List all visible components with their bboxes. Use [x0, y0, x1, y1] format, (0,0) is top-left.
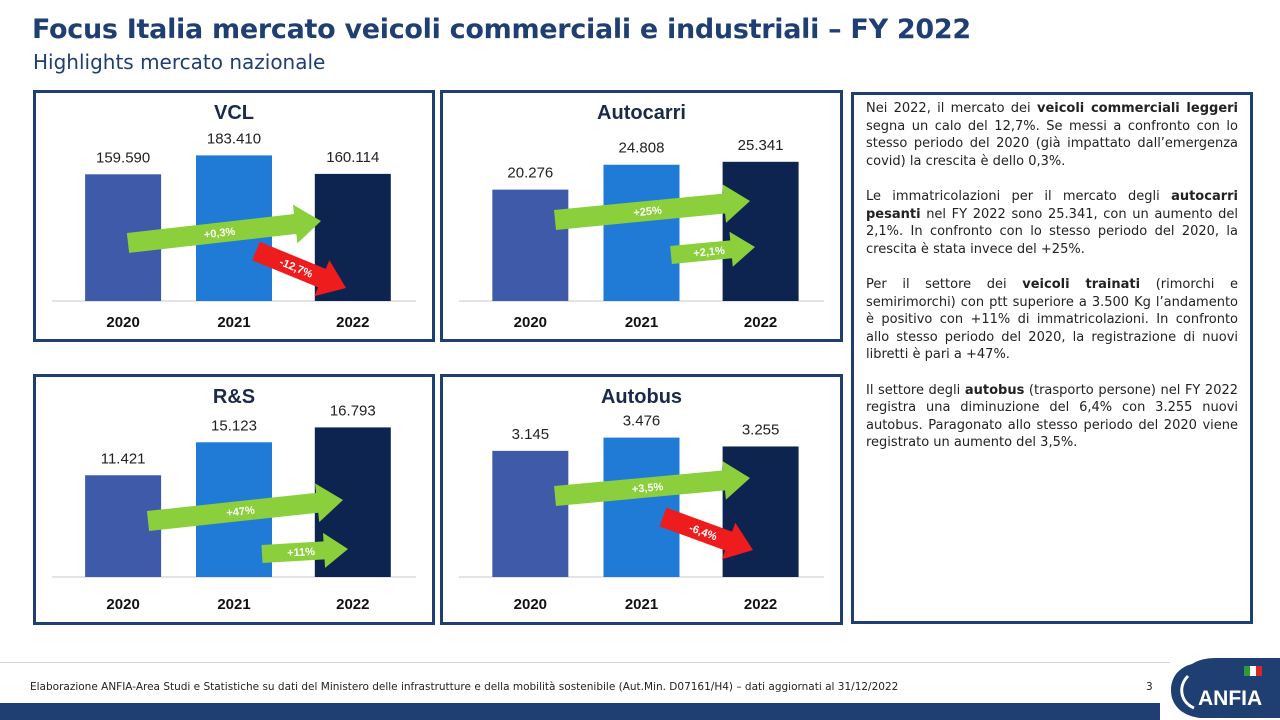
trend-arrow-shape: [252, 241, 346, 297]
bar-value-label: 24.808: [619, 140, 665, 157]
chart-rs: R&S 11.421 2020 15.123 2021 16.793 2022 +47% +11…: [52, 386, 416, 613]
page-number: 3: [1146, 681, 1153, 693]
trend-arrow-label: +3,5%: [631, 481, 664, 496]
chart-autobus: Autobus 3.145 2020 3.476 2021 3.255 2022 +3,5% -…: [459, 386, 824, 613]
bar-value-label: 15.123: [211, 417, 257, 434]
category-label: 2020: [514, 596, 547, 613]
chart-panel-vcl: VCL 159.590 2020 183.410 2021 160.114 2022 +0,3…: [33, 90, 435, 342]
commentary-vcl: Nei 2022, il mercato dei veicoli commerc…: [866, 100, 1238, 170]
bar-value-label: 25.341: [738, 137, 784, 154]
bar-value-label: 3.255: [742, 421, 780, 438]
chart-panel-autocarri: Autocarri 20.276 2020 24.808 2021 25.341 2022 +…: [440, 90, 843, 342]
bar-2021: [603, 164, 680, 301]
commentary-text: nel FY 2022 sono 25.341, con un aumento …: [866, 206, 1238, 257]
chart-title: Autobus: [601, 386, 682, 408]
bottom-bar: [0, 703, 1160, 720]
commentary-text: Le immatricolazioni per il mercato degli: [866, 188, 1172, 204]
bar-2020: [85, 475, 162, 577]
bar-2021: [603, 437, 680, 577]
category-label: 2020: [106, 596, 139, 613]
chart-panel-autobus: Autobus 3.145 2020 3.476 2021 3.255 2022 +3,5% -…: [440, 374, 843, 625]
trend-arrow-up: +25%: [554, 184, 751, 230]
trend-arrow-shape: [261, 532, 348, 568]
chart-panel-rs: R&S 11.421 2020 15.123 2021 16.793 2022 +47% +11…: [33, 374, 435, 625]
page-subtitle: Highlights mercato nazionale: [33, 50, 326, 74]
category-label: 2022: [336, 314, 369, 331]
category-label: 2021: [217, 314, 250, 331]
commentary-autobus: Il settore degli autobus (trasporto pers…: [866, 382, 1238, 452]
commentary-text: (trasporto persone) nel FY 2022 registra…: [866, 382, 1239, 451]
commentary-keyword: autocarri pesanti: [866, 188, 1238, 222]
bar-2022: [722, 446, 799, 577]
page-title: Focus Italia mercato veicoli commerciali…: [32, 14, 971, 45]
commentary-keyword: veicoli commerciali leggeri: [1036, 101, 1238, 116]
bar-value-label: 16.793: [330, 402, 376, 419]
category-label: 2021: [625, 314, 658, 331]
trend-arrow-up: +2,1%: [670, 231, 755, 267]
category-label: 2021: [217, 596, 250, 613]
commentary-panel: Nei 2022, il mercato dei veicoli commerc…: [851, 92, 1253, 624]
trend-arrow-shape: [126, 204, 321, 253]
trend-arrow-up: +11%: [261, 532, 348, 568]
trend-arrow-label: +11%: [287, 546, 316, 560]
chart-autocarri: Autocarri 20.276 2020 24.808 2021 25.341 2022 +…: [459, 102, 824, 331]
bar-2022: [722, 161, 799, 301]
trend-arrow-shape: [146, 483, 343, 531]
commentary-keyword: autobus: [964, 382, 1025, 398]
commentary-text: segna un calo del 12,7%. Se messi a conf…: [866, 118, 1238, 169]
category-label: 2022: [744, 314, 777, 331]
bar-value-label: 159.590: [96, 149, 150, 166]
bar-value-label: 3.145: [512, 426, 550, 443]
category-label: 2020: [106, 314, 139, 331]
chart-vcl: VCL 159.590 2020 183.410 2021 160.114 2022 +0,3…: [52, 102, 416, 331]
bar-value-label: 20.276: [507, 165, 553, 182]
trend-arrow-down: -6,4%: [659, 507, 753, 560]
commentary-trainati: Per il settore dei veicoli trainati (rim…: [866, 276, 1238, 364]
bar-2020: [492, 450, 569, 577]
bar-value-label: 3.476: [623, 413, 661, 430]
trend-arrow-shape: [554, 184, 751, 230]
commentary-text: Il settore degli: [866, 382, 965, 398]
trend-arrow-up: +0,3%: [126, 204, 321, 253]
trend-arrow-up: +3,5%: [554, 460, 751, 506]
trend-arrow-label: +0,3%: [203, 226, 236, 242]
chart-title: R&S: [213, 386, 255, 408]
trend-arrow-shape: [659, 507, 753, 560]
bar-value-label: 11.421: [101, 450, 146, 467]
commentary-autocarri: Le immatricolazioni per il mercato degli…: [866, 188, 1238, 258]
bar-value-label: 183.410: [207, 130, 261, 147]
commentary-text: Nei 2022, il mercato dei: [866, 101, 1037, 116]
bar-value-label: 160.114: [326, 149, 379, 166]
commentary-text: (rimorchi e semirimorchi) con ptt superi…: [866, 276, 1239, 363]
category-label: 2022: [744, 596, 777, 613]
trend-arrow-up: +47%: [146, 483, 343, 531]
trend-arrow-label: +2,1%: [693, 245, 726, 260]
trend-arrow-label: +25%: [633, 205, 663, 220]
anfia-logo-text: ANFIA: [1198, 687, 1262, 710]
trend-arrow-label: +47%: [226, 505, 256, 520]
footer-source: Elaborazione ANFIA-Area Studi e Statisti…: [30, 681, 899, 693]
commentary-text: Per il settore dei: [866, 276, 1023, 292]
trend-arrow-shape: [554, 460, 751, 506]
chart-title: Autocarri: [597, 102, 686, 124]
bar-2020: [492, 189, 569, 301]
category-label: 2020: [514, 314, 547, 331]
anfia-logo: ANFIA: [1170, 658, 1280, 718]
trend-arrow-shape: [670, 231, 755, 267]
footer-divider: [0, 662, 1170, 663]
category-label: 2021: [625, 596, 658, 613]
chart-title: VCL: [214, 102, 254, 124]
category-label: 2022: [336, 596, 369, 613]
commentary-keyword: veicoli trainati: [1022, 276, 1141, 292]
